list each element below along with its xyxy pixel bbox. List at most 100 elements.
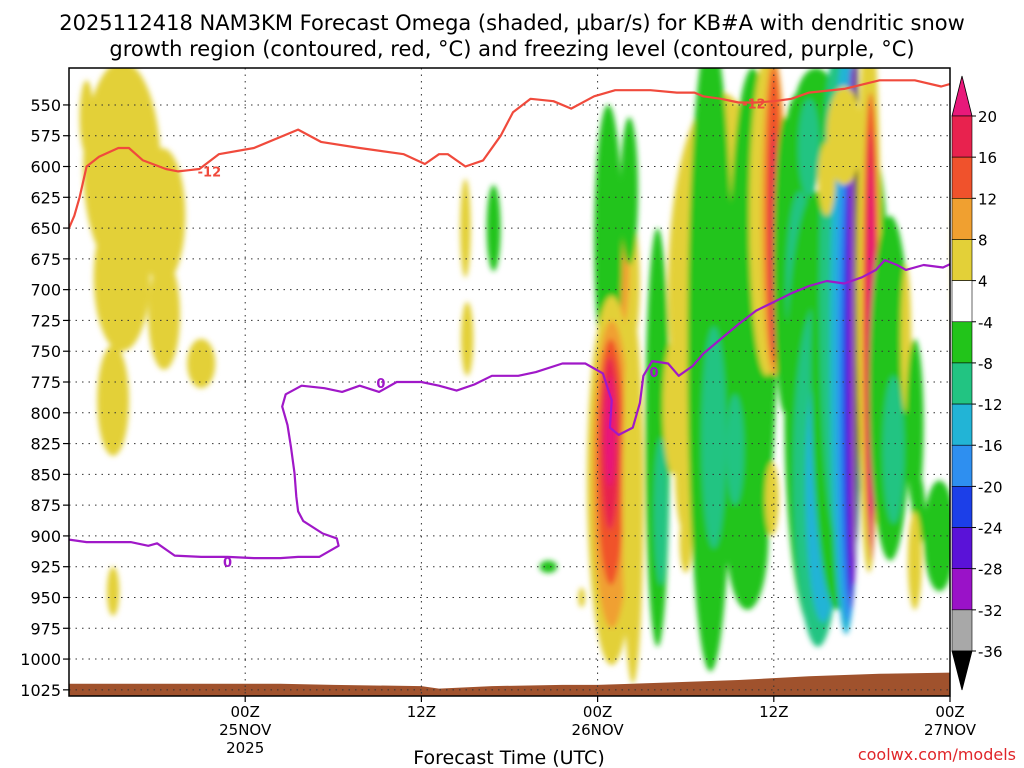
colorbar-swatch <box>951 156 973 199</box>
colorbar-swatch <box>951 321 973 364</box>
omega-cell-6 <box>79 80 94 155</box>
y-tick-label: 600 <box>30 158 61 177</box>
omega-cell-4 <box>148 258 181 370</box>
y-tick-label: 900 <box>30 527 61 546</box>
colorbar-label: -8 <box>978 355 993 373</box>
x-axis-label: Forecast Time (UTC) <box>413 747 604 768</box>
colorbar-label: -4 <box>978 314 993 332</box>
y-tick-label: 1025 <box>20 681 61 700</box>
y-tick-label: 775 <box>30 373 61 392</box>
omega-cell-70 <box>907 511 922 610</box>
omega-cell-68 <box>906 338 924 512</box>
omega-cell-73 <box>976 123 994 246</box>
y-tick-label: 750 <box>30 342 61 361</box>
contours: -12 -12 0 0 0 <box>69 79 950 571</box>
dgz-contour-label: -12 <box>198 165 222 180</box>
y-tick-label: 975 <box>30 619 61 638</box>
y-tick-label: 950 <box>30 588 61 607</box>
colorbar: 20 16 12 8 4 -4 -8 -12 -16 -20 -24 -28 -32 -36 <box>951 75 1003 691</box>
grid-lines <box>69 68 950 696</box>
y-tick-label: 700 <box>30 281 61 300</box>
omega-cell-2 <box>97 345 129 456</box>
colorbar-swatch <box>951 527 973 569</box>
x-tick-date: 25NOV <box>219 721 272 739</box>
omega-cell-63 <box>826 86 862 185</box>
omega-cell-71 <box>923 480 950 592</box>
y-tick-label: 925 <box>30 558 61 577</box>
ground-surface <box>69 672 950 696</box>
colorbar-swatch <box>951 115 973 158</box>
colorbar-swatch <box>951 444 973 487</box>
y-tick-label: 1000 <box>20 650 61 669</box>
colorbar-swatch <box>951 362 973 405</box>
y-tick-label: 550 <box>30 96 61 115</box>
omega-cell-66 <box>883 375 905 524</box>
y-tick-label: 575 <box>30 127 61 146</box>
colorbar-swatch <box>951 486 973 528</box>
y-tick-label: 650 <box>30 219 61 238</box>
colorbar-swatch <box>951 280 973 323</box>
dgz-contour-label: -12 <box>742 98 766 113</box>
colorbar-label: 4 <box>978 273 988 291</box>
chart-title-line-1: 2025112418 NAM3KM Forecast Omega (shaded… <box>59 11 965 35</box>
plot-area: -12 -12 0 0 0 <box>69 68 994 696</box>
omega-cell-13 <box>578 587 586 608</box>
colorbar-label: -28 <box>978 561 1003 579</box>
omega-shading <box>79 68 994 684</box>
credit-text: coolwx.com/models <box>858 745 1016 764</box>
colorbar-label: -24 <box>978 520 1003 538</box>
omega-cell-10 <box>461 302 474 376</box>
colorbar-label: 16 <box>978 149 997 167</box>
omega-cell-25 <box>654 437 668 586</box>
x-tick-label: 00Z <box>935 703 964 721</box>
colorbar-swatch <box>951 239 973 281</box>
omega-cell-3 <box>139 148 186 284</box>
omega-cell-12 <box>539 560 558 573</box>
omega-cell-17 <box>620 117 639 265</box>
x-tick-label: 12Z <box>759 703 788 721</box>
y-tick-label: 675 <box>30 250 61 269</box>
omega-cell-40 <box>765 462 779 536</box>
colorbar-label: -16 <box>978 437 1003 455</box>
colorbar-label: 12 <box>978 190 997 208</box>
y-tick-label: 800 <box>30 404 61 423</box>
colorbar-label: -32 <box>978 602 1003 620</box>
colorbar-swatch <box>951 403 973 446</box>
chart-title-line-2: growth region (contoured, red, °C) and f… <box>109 37 914 61</box>
y-tick-label: 825 <box>30 435 61 454</box>
omega-cell-28 <box>679 511 692 573</box>
colorbar-label: -36 <box>978 643 1003 661</box>
x-tick-label: 00Z <box>231 703 260 721</box>
dgz-contour-line <box>69 79 950 229</box>
omega-cell-32 <box>701 326 727 549</box>
x-tick-date: 27NOV <box>924 721 977 739</box>
colorbar-label: 8 <box>978 231 988 249</box>
x-tick-year: 2025 <box>226 739 264 757</box>
x-tick-date: 26NOV <box>572 721 625 739</box>
colorbar-label: -12 <box>978 396 1003 414</box>
colorbar-label: 20 <box>978 108 997 126</box>
omega-cell-8 <box>106 566 120 616</box>
freezing-contour-label: 0 <box>376 377 385 392</box>
omega-cell-64 <box>817 141 836 216</box>
terrain <box>69 672 950 696</box>
colorbar-label: -20 <box>978 478 1003 496</box>
colorbar-swatch <box>951 609 973 652</box>
freezing-contour-label: 0 <box>223 556 232 571</box>
freezing-level-line <box>69 259 950 560</box>
colorbar-swatch <box>951 198 973 240</box>
x-tick-label: 12Z <box>407 703 436 721</box>
shading-layer <box>79 68 994 684</box>
omega-cell-7 <box>187 338 216 389</box>
colorbar-swatch <box>951 568 973 611</box>
colorbar-top-arrow <box>951 75 973 117</box>
y-tick-label: 850 <box>30 465 61 484</box>
omega-cell-23 <box>622 314 644 684</box>
x-tick-label: 00Z <box>583 703 612 721</box>
y-tick-label: 725 <box>30 311 61 330</box>
y-axis: 550 575 600 625 650 675 700 725 750 775 800 825 850 8… <box>20 96 69 700</box>
omega-cell-11 <box>486 185 501 272</box>
omega-cell-35 <box>726 394 744 506</box>
